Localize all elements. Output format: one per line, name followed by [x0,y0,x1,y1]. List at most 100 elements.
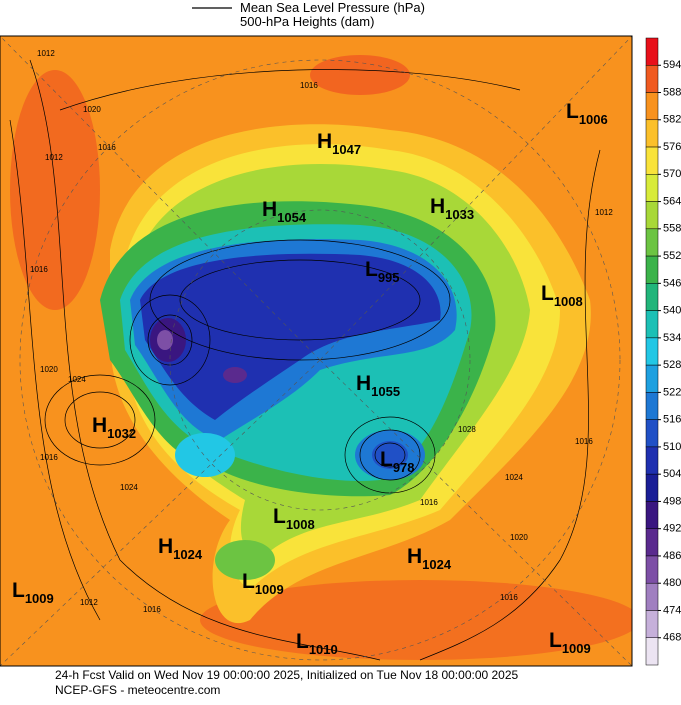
colorbar-swatch [645,446,659,475]
colorbar-label: 540 [663,305,681,317]
center-value: 1024 [422,557,452,572]
center-value: 1009 [562,641,591,656]
contour-label: 1016 [300,81,318,90]
center-type: H [92,414,107,437]
center-type: H [407,545,422,568]
center-value: 1009 [25,591,54,606]
colorbar-swatch [645,419,659,448]
pressure-center: L995 [365,258,400,285]
contour-label: 1020 [83,105,101,114]
pressure-center: H1024 [407,545,452,572]
center-type: L [242,570,255,593]
contour-label: 1024 [68,375,86,384]
colorbar-swatch [645,637,659,666]
contour-label: 1012 [37,49,55,58]
legend-heights: 500-hPa Heights (dam) [240,14,374,29]
colorbar-label: 510 [663,441,681,453]
center-type: L [541,282,554,305]
pressure-center: L1008 [273,505,315,532]
colorbar-swatch [645,283,659,311]
center-type: H [317,130,332,153]
contour-label: 1012 [80,598,98,607]
contour-labels: 1012 1016 1020 1012 1016 1016 1020 1024 1016 1012… [30,49,613,614]
contour-label: 1016 [420,498,438,507]
center-value: 978 [393,460,415,475]
contour-label: 1016 [98,143,116,152]
colorbar-label: 522 [663,386,681,398]
colorbar-swatch [645,337,659,366]
colorbar-swatch [645,255,659,284]
center-value: 1024 [173,547,203,562]
contour-label: 1016 [500,593,518,602]
center-value: 1054 [277,210,307,225]
colorbar-label: 480 [663,577,681,589]
colorbar-swatch [645,92,659,121]
map-frame [0,35,633,667]
contour-label: 1024 [505,473,523,482]
contour-label: 1012 [595,208,613,217]
center-value: 1008 [554,294,583,309]
colorbar-label: 468 [663,632,681,644]
center-value: 1055 [371,384,400,399]
colorbar-label: 594 [663,59,681,71]
center-value: 1033 [445,207,474,222]
center-type: L [12,579,25,602]
pressure-center: L1006 [566,100,608,127]
colorbar-swatch [645,610,659,638]
colorbar-swatch [645,65,659,93]
map [0,36,632,666]
colorbar-swatch [645,119,659,148]
colorbar-label: 570 [663,168,681,180]
center-value: 1009 [255,582,284,597]
colorbar-label: 528 [663,359,681,371]
center-value: 1032 [107,426,136,441]
colorbar-swatch [645,37,659,66]
colorbar-label: 564 [663,195,681,207]
center-value: 1008 [286,517,315,532]
contour-label: 1020 [40,365,58,374]
center-type: L [296,630,309,653]
colorbar-swatch [645,201,659,230]
center-type: H [262,198,277,221]
colorbar-label: 534 [663,332,681,344]
pressure-center: L1009 [12,579,54,606]
contour-label: 1028 [458,425,476,434]
colorbar-label: 558 [663,223,681,235]
colorbar: 594 588 582 576 570 564 558 552 546 540 534 528 522 5… [645,37,681,666]
center-value: 995 [378,270,400,285]
pressure-center: H1054 [262,198,307,225]
colorbar-label: 582 [663,114,681,126]
colorbar-swatch [645,364,659,393]
colorbar-swatch [645,174,659,202]
colorbar-swatch [645,146,659,175]
contour-label: 1016 [143,605,161,614]
center-type: H [356,372,371,395]
colorbar-swatch [645,528,659,557]
colorbar-swatch [645,555,659,584]
colorbar-swatch [645,228,659,257]
contour-label: 1024 [120,483,138,492]
pressure-center: H1032 [92,414,136,441]
pressure-center: H1024 [158,535,203,562]
center-type: L [273,505,286,528]
colorbar-swatch [645,310,659,339]
pressure-center: L978 [380,448,415,475]
center-type: H [158,535,173,558]
colorbar-label: 492 [663,523,681,535]
pressure-center: L1008 [541,282,583,309]
pressure-center: L1010 [296,630,338,657]
colorbar-label: 552 [663,250,681,262]
colorbar-label: 588 [663,86,681,98]
center-type: L [549,629,562,652]
center-type: L [365,258,378,281]
center-value: 1047 [332,142,361,157]
contour-label: 1016 [30,265,48,274]
colorbar-swatch [645,582,659,611]
pressure-center: L1009 [242,570,284,597]
colorbar-label: 474 [663,604,681,616]
pressure-center: L1009 [549,629,591,656]
center-type: L [566,100,579,123]
contour-label: 1016 [575,437,593,446]
